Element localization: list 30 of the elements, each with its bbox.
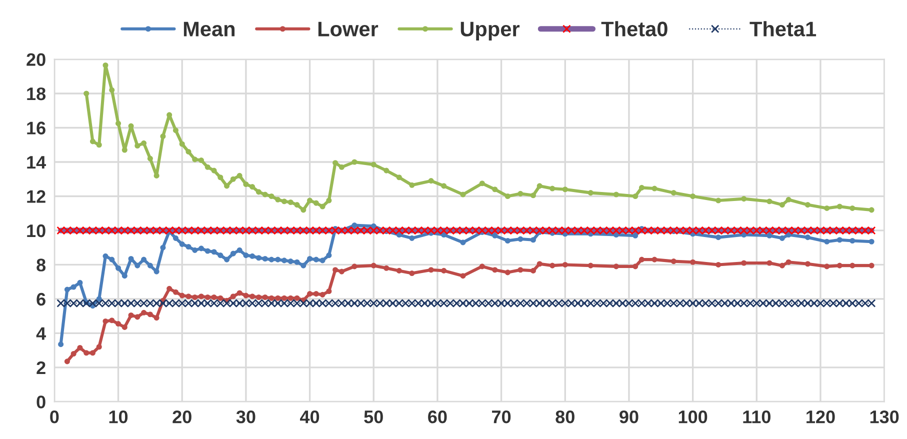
x-tick-label: 10 [109, 410, 128, 424]
y-tick-label: 18 [27, 87, 46, 100]
x-tick-label: 120 [806, 410, 835, 424]
x-tick-label: 0 [50, 410, 59, 424]
x-tick-label: 40 [300, 410, 320, 424]
x-tick-label: 70 [492, 410, 511, 424]
x-tick-label: 20 [172, 410, 192, 424]
y-tick-label: 2 [36, 361, 46, 374]
x-tick-label: 90 [620, 410, 638, 424]
y-tick-label: 6 [36, 292, 46, 306]
y-tick-label: 10 [27, 224, 46, 238]
legend-label: Theta0 [601, 21, 668, 36]
legend-label: Mean [184, 22, 235, 36]
x-tick-label: 100 [678, 410, 708, 424]
x-tick-label: 60 [428, 410, 447, 424]
x-tick-label: 50 [364, 410, 383, 424]
legend-label: Upper [460, 22, 520, 41]
y-tick-label: 20 [26, 53, 46, 66]
legend-label: Lower [318, 22, 378, 36]
x-tick-label: 30 [236, 410, 256, 424]
y-tick-label: 16 [27, 122, 46, 134]
x-tick-label: 130 [870, 410, 899, 424]
y-tick-label: 14 [27, 156, 46, 169]
y-tick-label: 8 [36, 258, 46, 272]
y-tick-label: 4 [36, 327, 46, 340]
y-tick-label: 12 [27, 190, 46, 203]
x-tick-label: 80 [556, 410, 574, 424]
legend-label: Theta1 [750, 21, 816, 36]
y-tick-label: 0 [36, 396, 46, 408]
x-tick-label: 110 [743, 410, 770, 424]
